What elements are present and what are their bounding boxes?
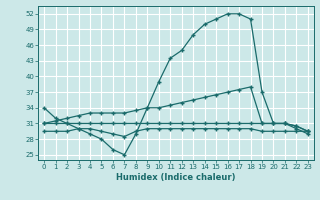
X-axis label: Humidex (Indice chaleur): Humidex (Indice chaleur) [116,173,236,182]
